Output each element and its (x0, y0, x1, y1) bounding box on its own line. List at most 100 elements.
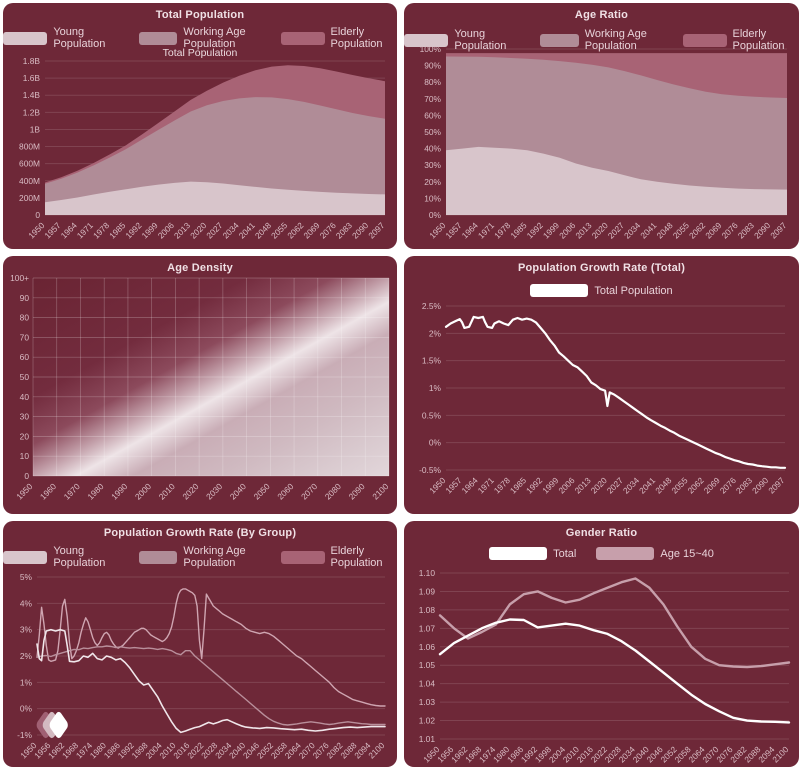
legend-item[interactable]: Young Population (404, 28, 520, 52)
svg-text:0%: 0% (429, 438, 442, 448)
svg-text:2069: 2069 (301, 220, 321, 240)
svg-text:2097: 2097 (768, 220, 788, 240)
growth-rate-by-group-chart: -1%0%1%2%3%4%5%1950195619621968197419801… (17, 572, 387, 761)
legend-item[interactable]: Elderly Population (281, 26, 397, 50)
svg-text:2100: 2100 (366, 740, 386, 760)
svg-text:1.06: 1.06 (419, 642, 436, 652)
svg-text:0%: 0% (20, 704, 33, 714)
svg-text:0: 0 (35, 210, 40, 220)
svg-text:1970: 1970 (62, 481, 82, 501)
legend-item[interactable]: Working Age Population (138, 545, 261, 569)
svg-text:2097: 2097 (766, 475, 786, 495)
panel-age-density: Age Density 0 10 20 30 40 50 60 70 80 90 100+ 1950 1… (3, 256, 397, 514)
svg-text:1992: 1992 (525, 220, 545, 240)
svg-text:2048: 2048 (653, 475, 673, 495)
legend-swatch (3, 550, 48, 564)
svg-text:1.10: 1.10 (419, 568, 436, 578)
svg-text:1950: 1950 (427, 220, 447, 240)
svg-text:2100: 2100 (370, 481, 390, 501)
legend-label: Total (553, 547, 577, 560)
svg-text:800M: 800M (19, 142, 40, 152)
svg-text:2076: 2076 (718, 475, 738, 495)
svg-text:70%: 70% (424, 94, 441, 104)
legend-gender-ratio: Total Age 15~40 (404, 547, 799, 560)
svg-text:1.6B: 1.6B (23, 73, 41, 83)
legend-item[interactable]: Young Population (3, 26, 119, 50)
svg-text:2006: 2006 (156, 220, 176, 240)
svg-text:2020: 2020 (188, 220, 208, 240)
svg-text:80: 80 (20, 313, 30, 323)
svg-text:1.08: 1.08 (419, 605, 436, 615)
svg-text:0.5%: 0.5% (422, 410, 442, 420)
svg-text:1.07: 1.07 (419, 623, 436, 633)
panel-title-age-density: Age Density (167, 262, 233, 274)
legend-item[interactable]: Elderly Population (683, 28, 799, 52)
legend-item[interactable]: Elderly Population (281, 545, 397, 569)
chart-subtitle-total-population: Total Population (162, 47, 238, 59)
svg-text:2069: 2069 (703, 220, 723, 240)
legend-item[interactable]: Working Age Population (138, 26, 261, 50)
panel-title-gender-ratio: Gender Ratio (565, 527, 638, 539)
legend-swatch (530, 284, 589, 297)
svg-text:60: 60 (20, 352, 30, 362)
legend-item[interactable]: Young Population (3, 545, 119, 569)
svg-text:2048: 2048 (654, 220, 674, 240)
svg-text:40: 40 (20, 392, 30, 402)
legend-item[interactable]: Total Population (530, 284, 673, 297)
svg-text:100+: 100+ (10, 273, 29, 283)
svg-text:1960: 1960 (38, 481, 58, 501)
svg-text:2090: 2090 (750, 475, 770, 495)
svg-text:30: 30 (20, 412, 30, 422)
legend-label: Total Population (594, 284, 673, 297)
legend-swatch (281, 550, 325, 564)
svg-text:1999: 1999 (540, 475, 560, 495)
svg-text:20%: 20% (424, 177, 441, 187)
svg-text:100%: 100% (420, 44, 442, 54)
svg-text:-0.5%: -0.5% (419, 465, 441, 475)
legend-item[interactable]: Age 15~40 (596, 547, 714, 560)
svg-text:2062: 2062 (285, 220, 305, 240)
svg-text:1950: 1950 (427, 475, 447, 495)
svg-text:2027: 2027 (204, 220, 224, 240)
svg-text:1%: 1% (429, 383, 442, 393)
svg-text:1992: 1992 (524, 475, 544, 495)
svg-text:0: 0 (24, 471, 29, 481)
svg-text:2060: 2060 (275, 481, 295, 501)
legend-swatch (138, 550, 178, 564)
legend-swatch (281, 31, 325, 45)
svg-text:2013: 2013 (573, 220, 593, 240)
svg-text:2055: 2055 (269, 220, 289, 240)
svg-text:2100: 2100 (770, 744, 790, 764)
legend-item[interactable]: Total (489, 547, 576, 560)
svg-text:1B: 1B (30, 124, 41, 134)
svg-text:2083: 2083 (334, 220, 354, 240)
svg-text:2034: 2034 (220, 220, 240, 240)
svg-text:2000: 2000 (133, 481, 153, 501)
svg-text:90%: 90% (424, 61, 441, 71)
svg-text:60%: 60% (424, 110, 441, 120)
svg-text:2055: 2055 (669, 475, 689, 495)
svg-text:2062: 2062 (687, 220, 707, 240)
svg-text:2013: 2013 (572, 475, 592, 495)
legend-swatch (596, 547, 655, 560)
svg-text:1957: 1957 (443, 220, 463, 240)
svg-text:2006: 2006 (556, 475, 576, 495)
svg-text:1971: 1971 (476, 220, 496, 240)
svg-text:70: 70 (20, 332, 30, 342)
legend-item[interactable]: Working Age Population (539, 28, 663, 52)
svg-text:2080: 2080 (323, 481, 343, 501)
svg-text:2027: 2027 (605, 475, 625, 495)
svg-text:1964: 1964 (460, 220, 480, 240)
svg-text:2034: 2034 (622, 220, 642, 240)
panel-title-age-ratio: Age Ratio (574, 9, 629, 21)
svg-text:2069: 2069 (702, 475, 722, 495)
svg-text:2010: 2010 (157, 481, 177, 501)
svg-text:-1%: -1% (17, 730, 32, 740)
svg-text:1964: 1964 (459, 475, 479, 495)
svg-text:400M: 400M (19, 176, 40, 186)
legend-label: Elderly Population (330, 26, 383, 50)
svg-text:1985: 1985 (508, 475, 528, 495)
svg-text:1964: 1964 (59, 220, 79, 240)
svg-text:1950: 1950 (26, 220, 46, 240)
